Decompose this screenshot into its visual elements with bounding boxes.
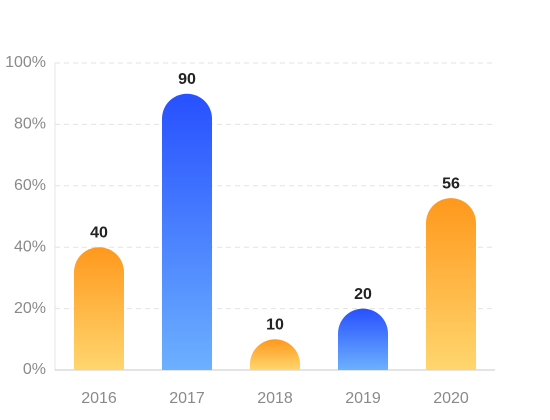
value-label: 90: [178, 71, 196, 88]
x-tick-label: 2016: [81, 390, 117, 407]
value-label: 56: [442, 175, 460, 192]
y-tick-label: 20%: [14, 300, 46, 317]
y-tick-label: 60%: [14, 177, 46, 194]
x-tick-label: 2019: [345, 390, 381, 407]
bar: [338, 308, 388, 370]
x-tick-label: 2020: [433, 390, 469, 407]
value-label: 20: [354, 286, 372, 303]
x-tick-label: 2017: [169, 390, 205, 407]
bar: [250, 339, 300, 370]
value-label: 10: [266, 317, 284, 334]
bar: [162, 93, 212, 370]
y-tick-label: 40%: [14, 238, 46, 255]
bar: [426, 198, 476, 370]
y-tick-label: 80%: [14, 116, 46, 133]
y-tick-label: 100%: [5, 54, 46, 71]
bar: [74, 247, 124, 370]
y-tick-label: 0%: [23, 361, 46, 378]
value-label: 40: [90, 224, 108, 241]
x-tick-label: 2018: [257, 390, 293, 407]
